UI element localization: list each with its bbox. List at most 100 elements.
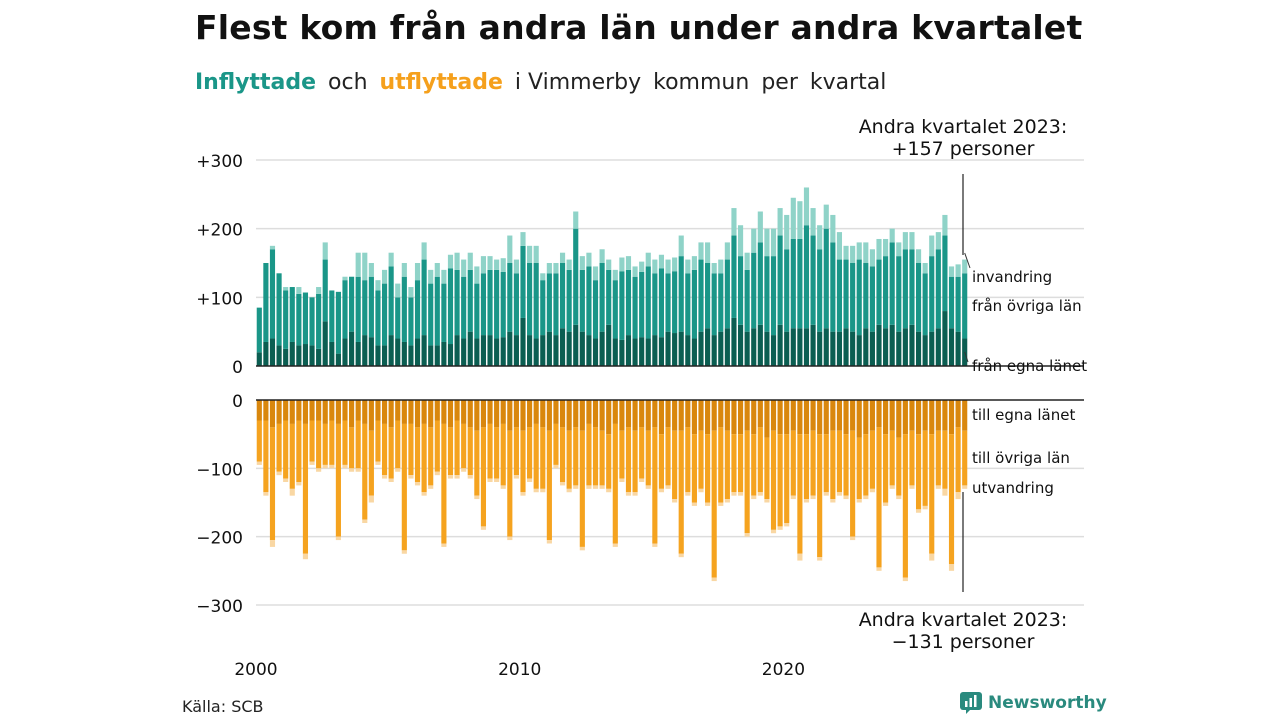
bar-out-other (632, 430, 638, 493)
bar-in-own (256, 352, 262, 366)
bar-out-own (863, 400, 869, 435)
bar-in-own (573, 324, 579, 366)
bar-in-immig (592, 266, 599, 281)
bar-in-own (487, 335, 493, 366)
bar-in-own (276, 345, 282, 366)
bar-out-emig (764, 499, 770, 503)
bar-out-own (731, 400, 737, 435)
bar-in-immig (830, 214, 836, 243)
annotation-top-line2: +157 personer (892, 138, 1035, 160)
bar-out-other (454, 420, 460, 476)
bar-out-own (823, 400, 829, 435)
bar-in-own (955, 331, 961, 366)
bar-in-own (408, 345, 414, 366)
bar-out-emig (533, 488, 539, 493)
bar-out-other (731, 434, 737, 493)
bar-in-own (625, 335, 632, 366)
bar-out-own (612, 400, 618, 424)
bar-in-immig (540, 273, 546, 281)
bar-in-immig (817, 225, 823, 250)
bar-in-own (592, 338, 599, 366)
bar-in-own (678, 331, 684, 366)
bar-in-immig (612, 269, 618, 281)
bar-in-own (329, 341, 335, 366)
bar-in-immig (381, 269, 388, 284)
bar-in-immig (889, 228, 895, 243)
bar-in-own (381, 345, 388, 366)
bar-in-own (599, 331, 605, 366)
bar-in-other (612, 280, 618, 339)
bar-out-emig (896, 495, 902, 500)
bar-in-other (467, 269, 473, 332)
bar-out-emig (962, 485, 968, 489)
bar-out-emig (388, 478, 394, 482)
bar-out-other (902, 434, 908, 578)
bar-out-other (349, 427, 355, 469)
bar-out-other (672, 430, 678, 500)
bar-out-other (784, 434, 790, 523)
bar-in-other (744, 269, 750, 332)
bar-in-other (474, 283, 480, 339)
bar-in-other (500, 271, 506, 338)
bar-out-own (830, 400, 836, 431)
bar-out-own (645, 400, 651, 431)
bar-in-immig (803, 187, 810, 226)
bar-in-own (322, 321, 328, 366)
bar-in-own (889, 324, 895, 366)
subtitle-word-och: och (328, 70, 368, 95)
bar-in-immig (625, 256, 632, 270)
bar-out-other (428, 427, 434, 486)
bar-in-own (309, 345, 315, 366)
bar-out-other (698, 430, 704, 489)
bar-in-immig (428, 269, 434, 284)
bar-in-immig (770, 228, 777, 257)
bar-out-other (368, 430, 374, 496)
bar-in-own (513, 335, 519, 366)
bar-out-own (316, 400, 322, 421)
bar-in-other (395, 297, 401, 339)
bar-in-immig (408, 287, 414, 298)
bar-in-immig (447, 254, 454, 269)
bar-out-other (685, 427, 691, 493)
bar-in-immig (843, 245, 849, 260)
bar-out-other (540, 427, 546, 489)
bar-out-own (639, 400, 645, 428)
bar-in-own (507, 331, 513, 366)
bar-out-other (896, 437, 902, 496)
series-labels: invandring från övriga län från egna länet… (964, 252, 1087, 497)
bar-out-own (421, 400, 427, 424)
bar-out-other (790, 430, 796, 496)
y-tick-out: −300 (196, 597, 243, 617)
bar-in-other (711, 273, 717, 336)
bar-out-own (276, 400, 282, 424)
bar-out-other (263, 420, 269, 493)
bar-in-immig (283, 287, 289, 291)
bar-out-other (922, 430, 928, 506)
bar-in-own (711, 335, 717, 366)
bar-out-other (461, 423, 467, 469)
bar-out-emig (902, 577, 908, 582)
bar-in-own (737, 324, 744, 366)
bar-in-own (784, 331, 790, 366)
bar-in-immig (948, 266, 955, 277)
bar-out-emig (573, 485, 579, 489)
bar-out-own (454, 400, 460, 421)
bar-in-other (421, 259, 427, 336)
bar-out-emig (777, 526, 783, 530)
bar-in-other (592, 280, 599, 339)
bar-out-other (948, 434, 955, 564)
bar-out-own (467, 400, 473, 428)
bar-in-other (737, 256, 744, 325)
bar-in-other (718, 273, 724, 332)
bar-out-other (276, 423, 282, 472)
bar-in-immig (388, 252, 394, 267)
bar-in-immig (368, 263, 374, 277)
bar-out-own (368, 400, 374, 431)
bar-in-own (368, 337, 374, 366)
bar-out-emig (737, 492, 744, 496)
bar-in-other (830, 242, 836, 332)
bar-in-other (889, 242, 895, 325)
bar-out-own (691, 400, 697, 435)
bar-out-emig (691, 502, 697, 506)
bar-in-own (843, 328, 849, 366)
